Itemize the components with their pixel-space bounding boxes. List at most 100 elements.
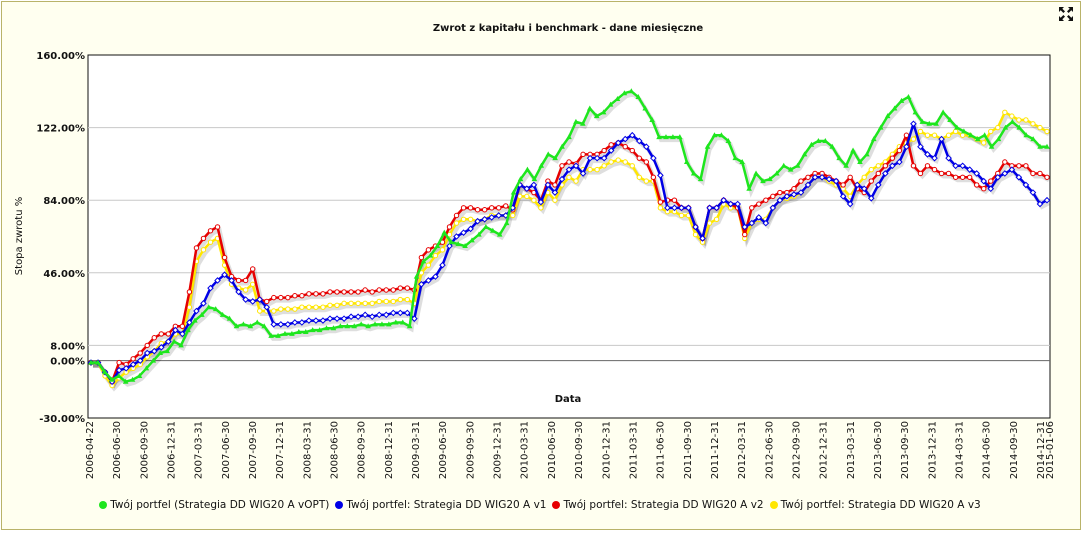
data-point[interactable] — [221, 271, 228, 279]
data-point[interactable] — [600, 154, 608, 162]
data-point[interactable] — [966, 174, 973, 180]
data-point[interactable] — [460, 205, 467, 211]
data-point[interactable] — [488, 214, 495, 221]
data-point[interactable] — [425, 262, 432, 268]
data-point[interactable] — [122, 365, 130, 372]
data-point[interactable] — [397, 296, 403, 303]
data-point[interactable] — [898, 97, 905, 103]
data-point[interactable] — [787, 166, 794, 172]
data-point[interactable] — [931, 132, 938, 138]
data-point[interactable] — [600, 109, 607, 115]
data-point[interactable] — [1002, 124, 1009, 130]
data-point[interactable] — [552, 155, 558, 161]
data-point[interactable] — [221, 254, 228, 261]
data-point[interactable] — [573, 118, 579, 124]
data-point[interactable] — [323, 325, 330, 331]
data-point[interactable] — [559, 143, 565, 149]
data-point[interactable] — [376, 298, 382, 305]
data-point[interactable] — [432, 273, 439, 280]
data-point[interactable] — [341, 289, 347, 295]
data-point[interactable] — [580, 120, 586, 126]
data-point[interactable] — [538, 162, 545, 168]
data-point[interactable] — [973, 170, 981, 177]
data-point[interactable] — [746, 185, 752, 191]
data-point[interactable] — [418, 254, 425, 261]
data-point[interactable] — [732, 155, 739, 161]
data-point[interactable] — [496, 231, 503, 237]
data-point[interactable] — [439, 247, 446, 253]
data-point[interactable] — [434, 243, 441, 249]
data-point[interactable] — [200, 235, 207, 242]
data-point[interactable] — [404, 285, 411, 291]
data-point[interactable] — [186, 319, 193, 326]
data-point[interactable] — [306, 291, 312, 297]
data-point[interactable] — [179, 330, 186, 338]
data-point[interactable] — [386, 321, 392, 327]
data-point[interactable] — [767, 176, 773, 182]
data-point[interactable] — [1044, 174, 1050, 180]
data-point[interactable] — [1001, 170, 1009, 177]
data-point[interactable] — [150, 357, 157, 363]
data-point[interactable] — [769, 204, 777, 212]
data-point[interactable] — [313, 304, 319, 310]
data-point[interactable] — [383, 298, 389, 305]
data-point[interactable] — [165, 331, 172, 337]
data-point[interactable] — [289, 330, 295, 336]
data-point[interactable] — [981, 140, 987, 146]
data-point[interactable] — [945, 170, 952, 177]
data-point[interactable] — [404, 296, 411, 303]
data-point[interactable] — [214, 224, 221, 230]
data-point[interactable] — [917, 143, 924, 151]
data-point[interactable] — [271, 294, 277, 301]
data-point[interactable] — [481, 215, 488, 223]
data-point[interactable] — [919, 118, 926, 124]
data-point[interactable] — [192, 317, 198, 323]
data-point[interactable] — [164, 348, 171, 354]
data-point[interactable] — [157, 350, 164, 356]
data-point[interactable] — [327, 302, 333, 308]
data-point[interactable] — [351, 323, 358, 329]
data-point[interactable] — [157, 344, 165, 351]
data-point[interactable] — [247, 323, 254, 329]
data-point[interactable] — [938, 135, 945, 143]
data-point[interactable] — [797, 189, 805, 196]
data-point[interactable] — [390, 287, 396, 293]
data-point[interactable] — [362, 287, 368, 293]
data-point[interactable] — [608, 142, 614, 148]
data-point[interactable] — [798, 178, 804, 184]
data-point[interactable] — [334, 289, 340, 295]
data-point[interactable] — [369, 289, 375, 295]
data-point[interactable] — [663, 134, 669, 140]
data-point[interactable] — [88, 359, 94, 365]
data-point[interactable] — [129, 376, 136, 382]
data-point[interactable] — [278, 306, 284, 312]
data-point[interactable] — [199, 311, 205, 317]
data-point[interactable] — [361, 311, 369, 319]
data-point[interactable] — [924, 163, 931, 169]
data-point[interactable] — [1037, 143, 1043, 149]
data-point[interactable] — [249, 266, 256, 272]
data-point[interactable] — [643, 143, 650, 151]
data-point[interactable] — [808, 141, 815, 147]
data-point[interactable] — [185, 327, 191, 333]
data-point[interactable] — [1016, 117, 1022, 123]
data-point[interactable] — [305, 317, 313, 324]
data-point[interactable] — [889, 155, 896, 161]
data-point[interactable] — [256, 296, 264, 303]
data-point[interactable] — [699, 235, 706, 242]
data-point[interactable] — [249, 281, 256, 287]
data-point[interactable] — [614, 139, 622, 147]
data-point[interactable] — [503, 203, 509, 209]
data-point[interactable] — [235, 288, 242, 296]
data-point[interactable] — [670, 134, 676, 140]
data-point[interactable] — [285, 294, 291, 301]
data-point[interactable] — [924, 132, 931, 138]
data-point[interactable] — [469, 237, 475, 243]
data-point[interactable] — [889, 162, 896, 170]
data-point[interactable] — [586, 105, 593, 111]
data-point[interactable] — [704, 143, 711, 149]
data-point[interactable] — [910, 163, 917, 169]
data-point[interactable] — [650, 174, 657, 180]
data-point[interactable] — [867, 194, 875, 202]
data-point[interactable] — [186, 289, 193, 295]
